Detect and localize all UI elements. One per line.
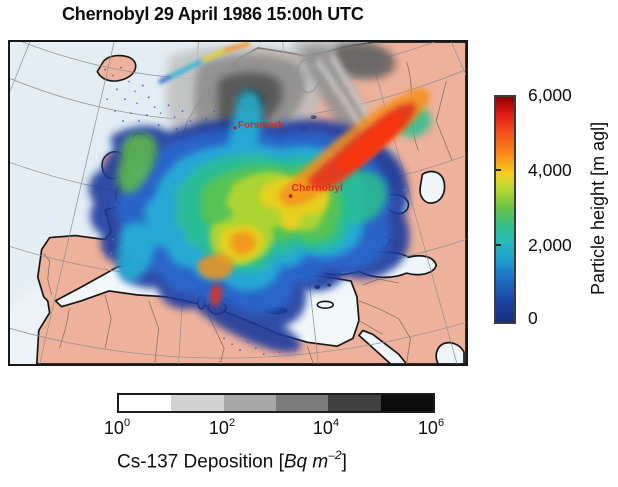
particle-colorbar-title: Particle height [m agl] [588, 121, 608, 295]
red-sea [358, 329, 408, 364]
particle-speckles [104, 66, 412, 356]
forsmark-marker [233, 126, 237, 130]
deposition-tick-1e4: 104 [312, 417, 340, 438]
particle-tick-4000: 4,000 [528, 160, 572, 180]
forsmark-label: Forsmark [238, 120, 284, 131]
map-frame: Forsmark Chernobyl [8, 40, 468, 366]
map-labels: Forsmark Chernobyl [233, 120, 343, 198]
deposition-tick-1e2: 102 [208, 417, 236, 438]
particle-colorbar [494, 95, 516, 324]
chernobyl-marker [288, 194, 293, 198]
deposition-tick-1e6: 106 [417, 417, 445, 438]
caspian-sea [419, 170, 446, 204]
particle-tick-0: 0 [528, 308, 538, 328]
deposition-tick-1e0: 100 [103, 417, 131, 438]
deposition-segment [119, 395, 172, 411]
cyprus [316, 300, 334, 309]
persian-gulf [435, 341, 465, 364]
particle-tick-6000: 6,000 [528, 85, 572, 105]
deposition-colorbar-title: Cs-137 Deposition [Bq m–2] [117, 448, 347, 473]
chernobyl-label: Chernobyl [292, 183, 344, 194]
figure-title: Chernobyl 29 April 1986 15:00h UTC [62, 4, 364, 24]
deposition-segment [328, 395, 381, 411]
colorbar-notch-4000 [496, 169, 501, 171]
particle-plume [88, 42, 432, 353]
deposition-segment [275, 395, 329, 411]
deposition-segment [171, 395, 224, 411]
deposition-colorbar [117, 393, 435, 413]
colorbar-notch-2000 [496, 244, 501, 246]
europe-map: Forsmark Chernobyl [10, 42, 466, 364]
particle-tick-2000: 2,000 [528, 235, 572, 255]
deposition-segment [380, 395, 433, 411]
deposition-segment [223, 395, 276, 411]
